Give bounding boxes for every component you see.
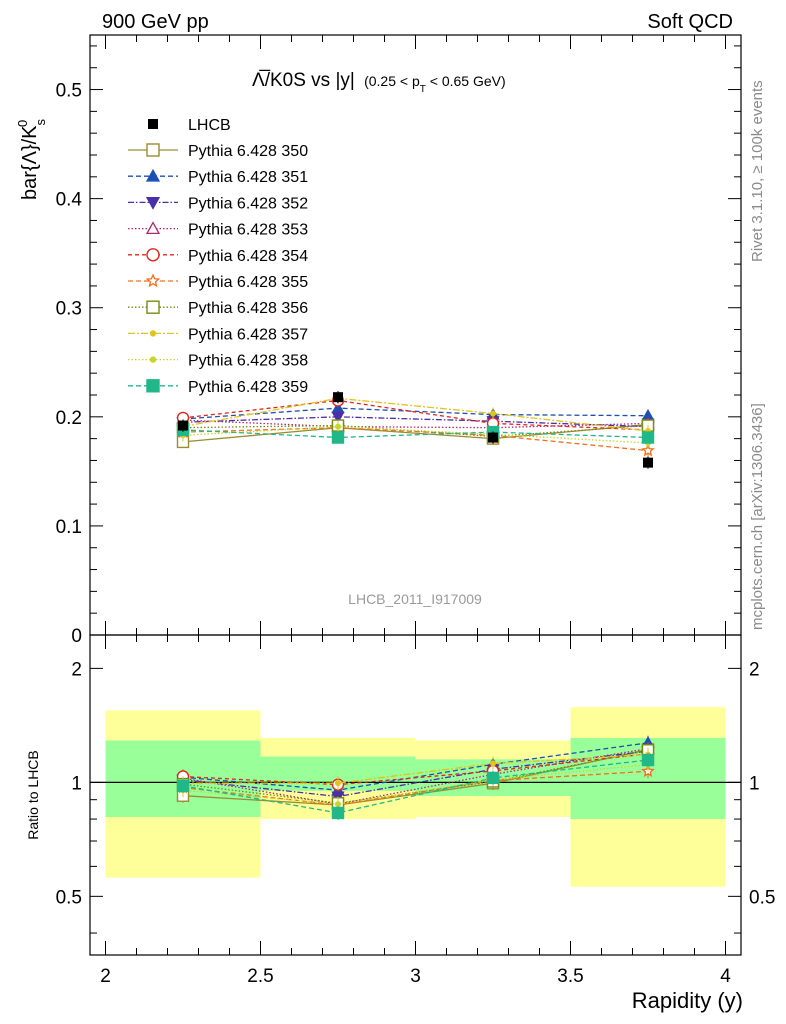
series-line bbox=[182, 427, 649, 452]
legend-marker bbox=[146, 379, 160, 393]
main-x-ticks bbox=[105, 35, 726, 635]
main-y-tick-label: 0 bbox=[71, 626, 82, 647]
legend-marker bbox=[145, 168, 161, 182]
header-process-label: Soft QCD bbox=[647, 11, 733, 33]
ratio-series-line bbox=[182, 759, 649, 814]
series-line bbox=[182, 424, 649, 438]
analysis-id-watermark: LHCB_2011_I917009 bbox=[348, 591, 482, 607]
ratio-series-line bbox=[182, 753, 649, 786]
plot-title-main: Λ̅/K0S vs |y| bbox=[252, 70, 355, 91]
x-tick-label: 2 bbox=[100, 966, 111, 987]
legend-label: LHCB bbox=[188, 117, 231, 134]
plot-title: Λ̅/K0S vs |y| (0.25 < pT < 0.65 GeV) bbox=[252, 70, 506, 95]
ratio-series-line bbox=[182, 750, 649, 798]
legend-marker bbox=[146, 143, 160, 157]
series-marker bbox=[490, 410, 496, 417]
ratio-x-axis: 2 2.5 3 3.5 4 bbox=[100, 635, 731, 987]
series-marker bbox=[335, 423, 341, 430]
header-energy-label: 900 GeV pp bbox=[102, 11, 209, 33]
ratio-y-tick-label: 1 bbox=[71, 773, 82, 794]
legend: LHCB Pythia 6.428 350 Pythia 6.428 351 Pyth… bbox=[128, 117, 308, 396]
legend-marker bbox=[145, 196, 161, 210]
legend-label: Pythia 6.428 351 bbox=[188, 169, 308, 186]
legend-marker bbox=[145, 273, 161, 288]
ratio-y-tick-label-right: 0.5 bbox=[749, 887, 775, 908]
series-line bbox=[182, 416, 649, 428]
data-point bbox=[643, 457, 653, 468]
plot-title-cut-close: < 0.65 GeV) bbox=[426, 73, 506, 89]
legend-label: Pythia 6.428 352 bbox=[188, 195, 308, 212]
ratio-series-marker bbox=[335, 801, 341, 808]
ratio-series-marker bbox=[641, 753, 655, 767]
x-tick-label: 2.5 bbox=[247, 966, 273, 987]
ratio-y-tick-label-right: 1 bbox=[749, 773, 760, 794]
series-marker bbox=[331, 431, 345, 444]
series-marker bbox=[641, 443, 655, 457]
main-y-tick-label: 0.4 bbox=[56, 190, 83, 211]
ratio-y-tick-label-right: 2 bbox=[749, 659, 760, 680]
series-marker bbox=[641, 431, 655, 444]
main-data-marks bbox=[176, 391, 655, 469]
legend-marker bbox=[146, 248, 160, 262]
x-tick-label: 4 bbox=[720, 966, 731, 987]
ratio-series-marker bbox=[335, 780, 341, 787]
ratio-y-tick-label: 0.5 bbox=[56, 887, 82, 908]
ratio-series-marker bbox=[490, 760, 496, 767]
main-y-tick-label: 0.3 bbox=[56, 299, 82, 320]
main-y-tick-label: 0.5 bbox=[56, 81, 82, 102]
legend-label: Pythia 6.428 357 bbox=[188, 326, 308, 343]
ratio-plot-panel: 0.5 0.5 1 1 2 2 2 2.5 3 3.5 4 bbox=[56, 634, 775, 987]
legend-data-marker bbox=[148, 119, 158, 129]
ratio-series-line bbox=[182, 770, 649, 806]
ratio-series-marker bbox=[331, 806, 345, 820]
x-tick-label: 3.5 bbox=[557, 966, 583, 987]
main-y-axis-label-sup: 0 bbox=[15, 120, 30, 127]
ratio-y-axis-label: Ratio to LHCB bbox=[25, 750, 41, 839]
plot-title-cut-open: (0.25 < p bbox=[364, 73, 420, 89]
legend-marker bbox=[149, 356, 157, 363]
main-y-axis-label: bar{Λ}/Ks0 bbox=[15, 118, 48, 200]
ratio-series-marker bbox=[176, 779, 190, 793]
series-line bbox=[182, 397, 649, 432]
mcplots-label: mcplots.cern.ch [arXiv:1306.3436] bbox=[749, 403, 766, 630]
legend-label: Pythia 6.428 354 bbox=[188, 248, 308, 265]
plot-title-cut-sub: T bbox=[420, 84, 426, 95]
legend-label: Pythia 6.428 353 bbox=[188, 222, 308, 239]
rivet-version-label: Rivet 3.1.10, ≥ 100k events bbox=[749, 80, 766, 262]
main-y-tick-label: 0.1 bbox=[56, 517, 82, 538]
ratio-series-line bbox=[182, 763, 649, 805]
main-y-tick-label: 0.2 bbox=[56, 408, 82, 429]
main-y-axis: 0 0.1 0.2 0.3 0.4 0.5 bbox=[56, 45, 741, 647]
series-line bbox=[182, 429, 649, 439]
main-y-axis-label-sub: s bbox=[33, 118, 48, 125]
data-point bbox=[178, 420, 188, 431]
series-line bbox=[182, 399, 649, 431]
main-y-axis-label-text: bar{Λ}/K bbox=[19, 125, 41, 200]
ratio-y-tick-label: 2 bbox=[71, 659, 82, 680]
legend-label: Pythia 6.428 355 bbox=[188, 274, 308, 291]
x-axis-label: Rapidity (y) bbox=[632, 988, 743, 1013]
main-plot-panel: 0 0.1 0.2 0.3 0.4 0.5 bbox=[56, 34, 742, 647]
legend-marker bbox=[145, 221, 161, 235]
legend-label: Pythia 6.428 358 bbox=[188, 353, 308, 370]
data-point bbox=[488, 432, 498, 443]
legend-marker bbox=[146, 300, 160, 314]
series-line bbox=[182, 423, 649, 443]
ratio-y-axis: 0.5 0.5 1 1 2 2 bbox=[56, 659, 775, 934]
data-point bbox=[333, 392, 343, 403]
ratio-series-line bbox=[182, 749, 649, 804]
series-line bbox=[182, 419, 649, 429]
legend-label: Pythia 6.428 359 bbox=[188, 379, 308, 396]
series-marker bbox=[331, 411, 345, 424]
ratio-data-marks bbox=[176, 735, 655, 820]
ratio-series-marker bbox=[486, 771, 500, 785]
ratio-series-line bbox=[182, 748, 649, 806]
legend-marker bbox=[149, 330, 157, 337]
legend-label: Pythia 6.428 356 bbox=[188, 300, 308, 317]
series-line bbox=[182, 425, 649, 444]
legend-label: Pythia 6.428 350 bbox=[188, 143, 308, 160]
x-tick-label: 3 bbox=[410, 966, 421, 987]
